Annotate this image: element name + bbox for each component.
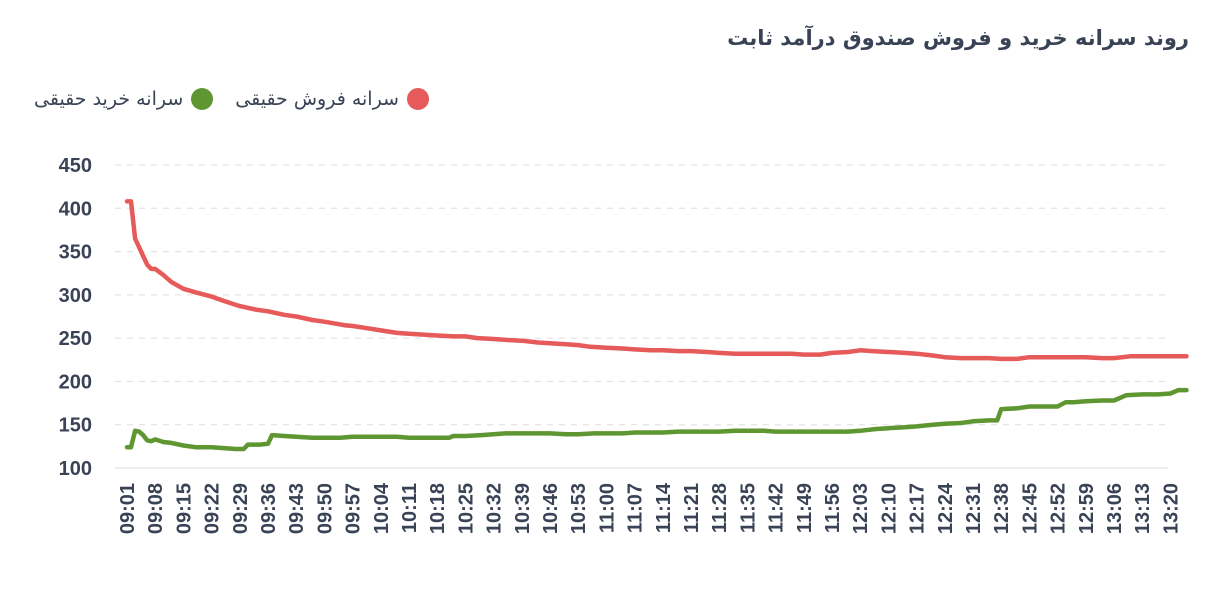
x-tick-label: 13:20 xyxy=(1160,483,1182,534)
x-tick-label: 10:53 xyxy=(568,483,590,534)
x-tick-label: 12:10 xyxy=(878,483,900,534)
x-tick-label: 12:52 xyxy=(1048,483,1070,534)
x-tick-label: 10:25 xyxy=(455,483,477,534)
x-tick-label: 09:22 xyxy=(202,483,224,534)
legend-label-sell: سرانه فروش حقیقی xyxy=(235,88,399,110)
x-tick-label: 11:42 xyxy=(766,483,788,533)
y-tick-label: 150 xyxy=(59,415,92,437)
x-tick-label: 10:11 xyxy=(399,483,421,533)
x-tick-label: 09:01 xyxy=(117,483,139,534)
x-tick-label: 09:29 xyxy=(230,483,252,534)
x-tick-label: 09:08 xyxy=(145,483,167,534)
x-tick-label: 10:18 xyxy=(427,483,449,534)
y-tick-label: 400 xyxy=(59,198,92,220)
x-tick-label: 09:50 xyxy=(314,483,336,534)
x-tick-label: 10:32 xyxy=(484,483,506,534)
legend-label-buy: سرانه خرید حقیقی xyxy=(34,88,184,110)
x-tick-label: 11:49 xyxy=(794,483,816,533)
legend-marker-sell xyxy=(406,88,429,110)
x-tick-label: 09:36 xyxy=(258,483,280,534)
chart-title: روند سرانه خرید و فروش صندوق درآمد ثابت xyxy=(727,26,1189,50)
x-tick-label: 11:00 xyxy=(596,483,618,533)
legend-item-sell[interactable]: سرانه فروش حقیقی xyxy=(235,88,429,110)
x-tick-label: 12:38 xyxy=(991,483,1013,534)
y-tick-label: 250 xyxy=(59,328,92,350)
x-tick-label: 12:24 xyxy=(935,482,957,534)
x-tick-label: 11:28 xyxy=(709,483,731,533)
x-tick-label: 12:59 xyxy=(1076,483,1098,534)
x-tick-label: 11:35 xyxy=(737,483,759,533)
y-tick-label: 350 xyxy=(59,242,92,264)
x-tick-label: 09:57 xyxy=(343,483,365,534)
x-tick-label: 13:06 xyxy=(1104,483,1126,534)
x-tick-label: 12:31 xyxy=(963,483,985,534)
x-tick-label: 11:07 xyxy=(625,483,647,533)
x-tick-label: 12:17 xyxy=(907,483,929,534)
y-tick-label: 450 xyxy=(59,155,92,177)
x-tick-label: 12:03 xyxy=(850,483,872,534)
y-tick-label: 300 xyxy=(59,285,92,307)
legend: سرانه فروش حقیقی سرانه خرید حقیقی xyxy=(34,88,429,110)
series-line-buy xyxy=(124,387,1189,452)
legend-marker-buy xyxy=(191,88,214,110)
y-tick-label: 200 xyxy=(59,371,92,393)
x-tick-label: 12:45 xyxy=(1019,483,1041,534)
y-tick-label: 100 xyxy=(59,458,92,480)
x-tick-label: 10:39 xyxy=(512,483,534,534)
legend-item-buy[interactable]: سرانه خرید حقیقی xyxy=(34,88,214,110)
x-tick-label: 11:21 xyxy=(681,483,703,533)
series-line-sell xyxy=(124,199,1189,362)
x-tick-label: 10:46 xyxy=(540,483,562,534)
x-tick-label: 09:15 xyxy=(173,483,195,534)
x-tick-label: 11:56 xyxy=(822,483,844,533)
x-tick-label: 09:43 xyxy=(286,483,308,534)
x-tick-label: 11:14 xyxy=(653,482,675,533)
x-tick-label: 10:04 xyxy=(371,482,393,534)
x-tick-label: 13:13 xyxy=(1132,483,1154,534)
